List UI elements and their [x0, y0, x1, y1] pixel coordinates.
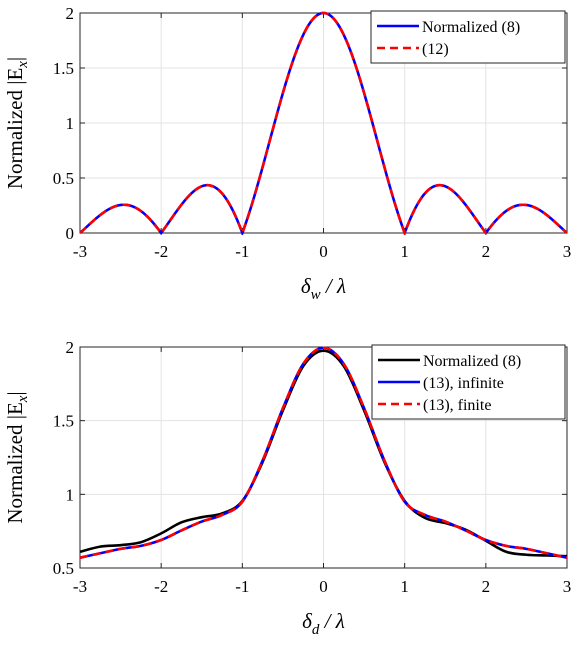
legend-label: Normalized (8): [422, 19, 520, 36]
series-line-3: [80, 346, 567, 559]
x-axis-label: δd / λ: [302, 609, 345, 638]
x-axis-label: δw / λ: [301, 274, 346, 303]
x-tick-label: -2: [154, 242, 168, 261]
y-tick-label: 2: [66, 4, 75, 23]
chart-panel-1: -3 -2 -1 0 1 2 3 0 0.5 1 1.5 2 δw / λ Normalized |Ex|…: [3, 4, 571, 303]
y-tick-label: 0: [66, 224, 75, 243]
legend-box: [370, 10, 566, 64]
legend-label: (13), finite: [423, 397, 491, 414]
y-tick-label: 1.5: [53, 59, 74, 78]
y-tick-label: 1.5: [53, 412, 74, 431]
legend-label: (13), infinite: [423, 375, 504, 392]
y-tick-label: 2: [66, 338, 75, 357]
x-tick-label: 2: [482, 242, 491, 261]
x-tick-label: 0: [319, 242, 328, 261]
x-tick-label: 3: [563, 577, 572, 596]
chart-panel-2: -3 -2 -1 0 1 2 3 0.5 1 1.5 2 δd / λ Normalized |Ex| N…: [3, 338, 571, 638]
legend: Normalized (8) (13), infinite (13), finite: [371, 344, 566, 420]
x-tick-label: 1: [400, 577, 409, 596]
x-tick-label: -2: [154, 577, 168, 596]
x-tick-label: 2: [482, 577, 491, 596]
y-tick-label: 0.5: [53, 169, 74, 188]
legend-label: (12): [422, 41, 449, 58]
series-line-2: [80, 11, 567, 235]
x-tick-label: 3: [563, 242, 572, 261]
x-tick-label: -3: [73, 577, 87, 596]
legend: Normalized (8) (12): [370, 10, 566, 64]
x-tick-label: 0: [319, 577, 328, 596]
y-tick-label: 1: [66, 114, 75, 133]
y-tick-label: 0.5: [53, 559, 74, 578]
x-tick-label: -1: [235, 577, 249, 596]
x-tick-label: -1: [235, 242, 249, 261]
y-tick-label: 1: [66, 485, 75, 504]
x-tick-label: -3: [73, 242, 87, 261]
x-tick-label: 1: [400, 242, 409, 261]
y-axis-label: Normalized |Ex|: [3, 391, 31, 523]
legend-label: Normalized (8): [423, 353, 521, 370]
y-axis-label: Normalized |Ex|: [3, 57, 31, 189]
